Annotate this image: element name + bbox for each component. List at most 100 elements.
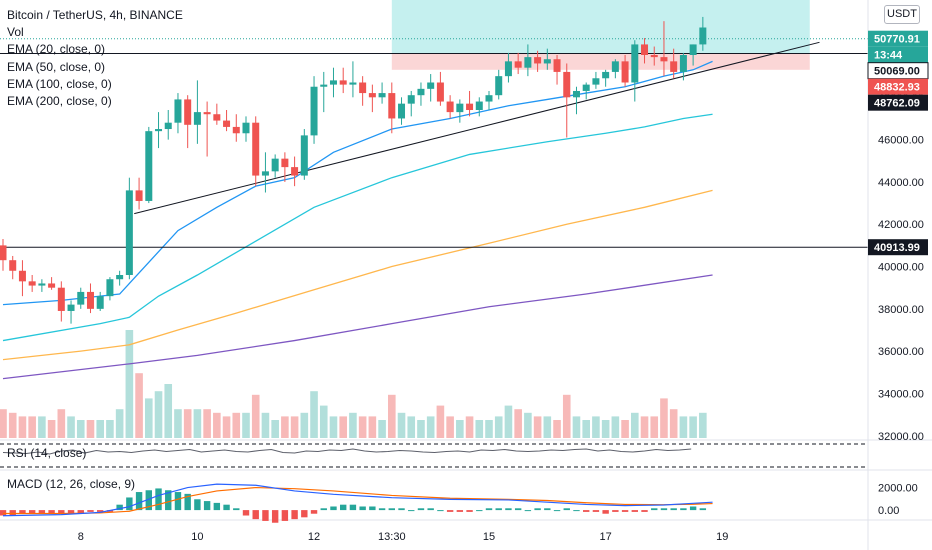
volume-bar [582, 420, 590, 438]
candle-body [213, 114, 221, 121]
volume-bar [611, 416, 620, 438]
macd-histogram-bar [242, 510, 250, 516]
volume-bar [543, 416, 552, 438]
volume-bar [650, 416, 659, 438]
macd-histogram-bar [155, 488, 162, 511]
candle-body [320, 84, 328, 87]
candle-body [456, 103, 464, 113]
legend-vol[interactable]: Vol [7, 25, 24, 40]
macd-histogram-bar [233, 508, 240, 511]
volume-bar [135, 373, 143, 438]
volume-bar [426, 416, 435, 438]
volume-bar [329, 416, 338, 438]
price-tick-label: 32000.00 [878, 431, 924, 443]
volume-bar [57, 409, 66, 438]
candle-body [310, 86, 318, 136]
legend-ema100[interactable]: EMA (100, close, 0) [7, 76, 112, 91]
volume-bar [38, 416, 46, 438]
volume-bar [0, 409, 7, 438]
volume-bar [553, 420, 561, 438]
price-label-box [868, 30, 928, 47]
macd-histogram-bar [408, 510, 415, 512]
volume-bar [154, 391, 163, 438]
legend-ema50[interactable]: EMA (50, close, 0) [7, 59, 106, 74]
macd-histogram-bar [417, 508, 425, 511]
candle-body [670, 61, 678, 72]
candle-body [232, 126, 240, 134]
macd-histogram-bar [48, 510, 55, 514]
legend-ema200[interactable]: EMA (200, close, 0) [7, 94, 112, 109]
candle-body [641, 44, 649, 55]
price-label-text: 13:44 [874, 50, 903, 62]
price-tick-label: 40000.00 [878, 262, 924, 274]
candle-body [339, 80, 347, 85]
macd-histogram-bar [514, 508, 522, 511]
macd-histogram-bar [301, 510, 308, 518]
macd-histogram-bar [291, 510, 298, 520]
volume-bar [281, 416, 289, 438]
candle-body [553, 59, 561, 72]
macd-histogram-bar [194, 499, 201, 511]
volume-bar [164, 384, 173, 438]
volume-bar [407, 416, 416, 438]
time-tick-label: 12 [308, 531, 320, 543]
candle-body [572, 90, 580, 98]
candle-body [174, 99, 182, 123]
volume-bar [76, 420, 85, 438]
candle-body [116, 275, 124, 280]
volume-bar [18, 416, 27, 438]
macd-histogram-bar [660, 508, 668, 511]
rsi-label[interactable]: RSI (14, close) [7, 446, 87, 460]
macd-histogram-bar [573, 510, 580, 512]
macd-histogram-bar [203, 501, 211, 511]
candle-body [485, 95, 493, 102]
price-label-box [868, 94, 928, 111]
macd-histogram-bar [116, 504, 123, 511]
time-tick-label: 8 [78, 531, 84, 543]
volume-bar [436, 405, 445, 438]
candle-body [0, 245, 7, 261]
volume-bar [125, 330, 134, 438]
volume-bar [242, 412, 250, 438]
price-label: 48832.93 [868, 78, 928, 95]
price-label-box [868, 78, 928, 95]
macd-histogram-bar [388, 508, 395, 511]
macd-histogram-bar [641, 510, 648, 512]
macd-histogram-bar [563, 508, 570, 511]
candle-body [67, 304, 75, 311]
volume-bar [640, 416, 649, 438]
macd-label[interactable]: MACD (12, 26, close, 9) [7, 477, 136, 491]
volume-bar [193, 409, 202, 438]
candle-body [145, 131, 153, 201]
price-tick-label: 46000.00 [878, 135, 924, 147]
currency-button[interactable]: USDT [884, 5, 920, 24]
candle-body [86, 291, 94, 309]
candle-body [349, 82, 357, 85]
candle-body [57, 287, 65, 311]
volume-bar [8, 412, 17, 438]
volume-bar [232, 412, 241, 438]
candle-body [125, 190, 133, 275]
macd-histogram-bar [476, 510, 483, 512]
symbol-title[interactable]: Bitcoin / TetherUS, 4h, BINANCE [7, 8, 183, 22]
volume-bar [203, 409, 211, 438]
candle-body [378, 93, 386, 98]
macd-histogram-bar [544, 508, 551, 511]
macd-histogram-bar [340, 504, 347, 511]
macd-histogram-bar [310, 510, 318, 514]
candle-body [602, 71, 610, 79]
candle-body [582, 84, 590, 91]
price-label: 13:44 [868, 46, 928, 63]
macd-histogram-bar [0, 510, 7, 516]
candle-body [388, 93, 396, 119]
macd-histogram-bar [553, 510, 561, 512]
candle-body [514, 61, 522, 68]
legend-ema20[interactable]: EMA (20, close, 0) [7, 42, 106, 57]
candle-body [407, 95, 415, 104]
candle-body [261, 171, 269, 176]
macd-histogram-bar [281, 510, 289, 521]
long-position-profit-zone [391, 0, 810, 54]
volume-bar [222, 416, 231, 438]
candle-body [631, 44, 639, 83]
